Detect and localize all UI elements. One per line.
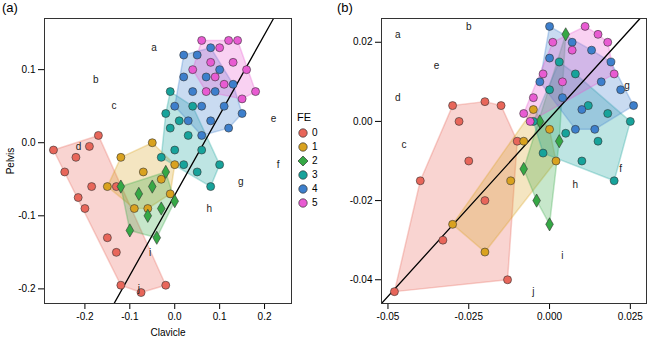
svg-text:f: f	[277, 159, 280, 170]
svg-text:-0.02: -0.02	[350, 195, 373, 206]
svg-text:0.0: 0.0	[22, 137, 36, 148]
html-text:1: 1	[312, 141, 318, 152]
svg-text:c: c	[112, 100, 117, 111]
svg-text:i: i	[149, 247, 151, 258]
svg-text:-0.2: -0.2	[18, 283, 36, 294]
svg-text:h: h	[573, 179, 579, 190]
svg-text:-0.1: -0.1	[18, 210, 36, 221]
svg-text:g: g	[624, 80, 630, 91]
svg-text:0.0: 0.0	[168, 311, 182, 322]
html-text:3: 3	[312, 169, 318, 180]
html-text:5: 5	[312, 197, 318, 208]
svg-text:b: b	[466, 21, 472, 32]
svg-text:e: e	[434, 60, 440, 71]
svg-text:0.1: 0.1	[213, 311, 227, 322]
svg-text:-0.025: -0.025	[455, 311, 484, 322]
svg-text:0.000: 0.000	[537, 311, 562, 322]
svg-text:d: d	[76, 141, 82, 152]
svg-text:j: j	[137, 283, 140, 294]
svg-text:0.00: 0.00	[353, 116, 373, 127]
svg-text:i: i	[561, 250, 563, 261]
svg-text:b: b	[93, 74, 99, 85]
svg-text:c: c	[402, 139, 407, 150]
svg-text:e: e	[271, 113, 277, 124]
html-text:FE: FE	[297, 111, 312, 123]
svg-text:0.025: 0.025	[618, 311, 643, 322]
html-text:0: 0	[312, 127, 318, 138]
svg-text:a: a	[151, 42, 157, 53]
html-text:4: 4	[312, 183, 318, 194]
svg-text:-0.2: -0.2	[76, 311, 94, 322]
svg-text:h: h	[207, 203, 213, 214]
svg-text:d: d	[395, 92, 401, 103]
svg-text:a: a	[395, 29, 401, 40]
svg-text:-0.1: -0.1	[121, 311, 139, 322]
svg-text:g: g	[238, 176, 244, 187]
svg-text:0.02: 0.02	[353, 36, 373, 47]
svg-text:Pelvis: Pelvis	[5, 148, 16, 175]
svg-text:-0.05: -0.05	[377, 311, 400, 322]
svg-text:f: f	[619, 163, 622, 174]
html-text:2: 2	[312, 155, 318, 166]
html-text:(b): (b)	[337, 0, 353, 15]
svg-text:Clavicle: Clavicle	[150, 327, 185, 338]
svg-text:0.2: 0.2	[258, 311, 272, 322]
html-text:(a): (a)	[2, 0, 18, 15]
svg-text:0.1: 0.1	[22, 64, 36, 75]
svg-text:-0.04: -0.04	[350, 274, 373, 285]
svg-text:j: j	[531, 286, 534, 297]
